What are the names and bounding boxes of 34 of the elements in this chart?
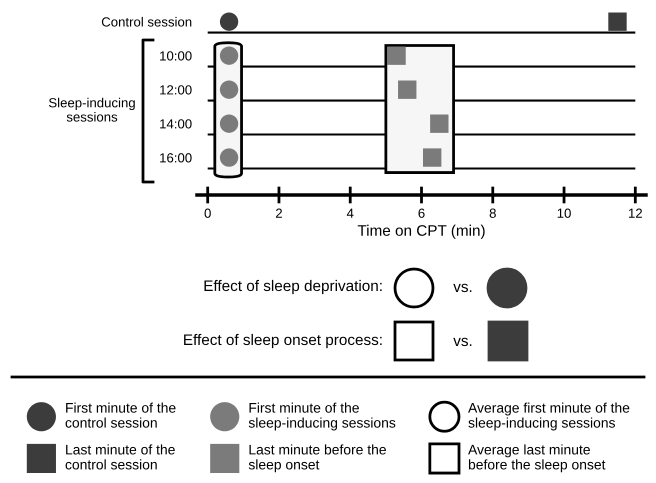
- text: Sleep-inducing sessions: [48, 98, 135, 122]
- legend-label: Average first minute of the sleep-inducing sessions: [468, 402, 630, 430]
- y-tick-label: 16:00: [160, 153, 192, 163]
- x-tick-label: 12: [628, 208, 642, 218]
- y-tick-label: Control session: [102, 16, 192, 27]
- x-tick-label: 2: [276, 208, 282, 218]
- x-axis-title: Time on CPT (min): [358, 224, 485, 239]
- text: Effect of sleep deprivation:: [204, 280, 382, 294]
- text: Effect of sleep onset process:: [184, 334, 382, 348]
- point: [220, 114, 238, 133]
- point: [387, 46, 406, 65]
- point: [608, 12, 627, 31]
- x-tick-label: 10: [558, 208, 571, 218]
- point: [220, 12, 238, 31]
- point: [423, 148, 442, 167]
- point: [220, 46, 238, 65]
- x-tick-label: 8: [490, 208, 496, 218]
- legend-label: First minute of the control session: [66, 402, 176, 428]
- point: [220, 148, 238, 167]
- point: [430, 114, 449, 133]
- point: [220, 80, 238, 99]
- y-tick-label: 10:00: [160, 51, 192, 61]
- text: vs.: [453, 338, 472, 346]
- legend-label: Last minute of the control session: [66, 444, 175, 470]
- text: vs.: [453, 284, 472, 292]
- x-tick-label: 0: [204, 208, 211, 218]
- y-tick-label: 12:00: [160, 85, 192, 95]
- x-tick-label: 4: [346, 208, 354, 218]
- legend-label: First minute of the sleep-inducing sessions: [248, 402, 396, 430]
- y-tick-label: 14:00: [160, 119, 192, 129]
- x-tick-label: 6: [418, 208, 425, 218]
- point: [398, 80, 416, 99]
- legend-label: Average last minute before the sleep onset: [468, 444, 606, 472]
- legend-label: Last minute before the sleep onset: [248, 444, 386, 472]
